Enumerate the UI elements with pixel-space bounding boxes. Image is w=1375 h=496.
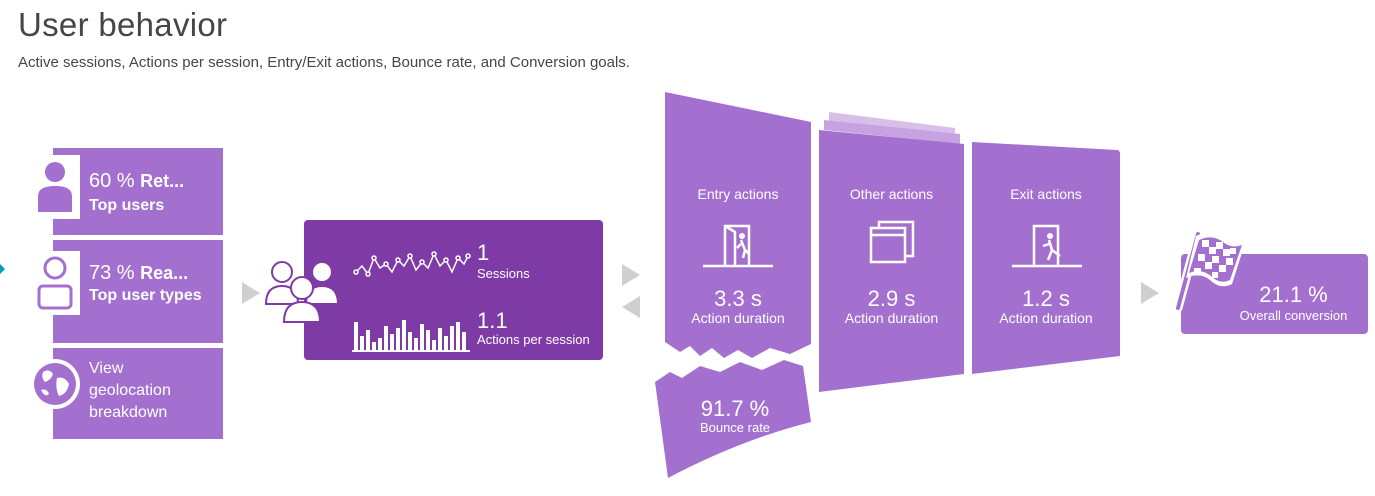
actions-per-session-value: 1.1 xyxy=(477,308,508,333)
globe-icon xyxy=(30,359,80,409)
entry-door-icon xyxy=(703,224,773,268)
page-subtitle: Active sessions, Actions per session, En… xyxy=(18,54,630,71)
actions-bar-chart-icon xyxy=(352,320,470,352)
entry-actions-title: Entry actions xyxy=(697,186,779,202)
bounce-rate-panel[interactable]: 91.7 % Bounce rate xyxy=(660,392,810,442)
users-group-icon xyxy=(264,261,340,323)
exit-actions-value: 1.2 s xyxy=(1022,286,1070,311)
user-type-icon xyxy=(30,251,80,315)
top-users-tile[interactable]: 60 % Ret... Top users xyxy=(30,148,223,235)
top-users-value: 60 % Ret... xyxy=(89,170,185,192)
arrow-right-icon xyxy=(242,282,260,304)
other-actions-panel[interactable]: Other actions 2.9 s Action duration xyxy=(819,180,964,340)
page-title: User behavior xyxy=(18,6,228,43)
other-actions-value: 2.9 s xyxy=(867,286,916,311)
geolocation-tile[interactable]: View geolocation breakdown xyxy=(30,348,223,439)
arrow-right-icon xyxy=(1141,282,1159,304)
overall-conversion-label: Overall conversion xyxy=(1239,308,1348,323)
arrow-left-icon xyxy=(622,296,640,318)
windows-icon xyxy=(869,220,915,264)
expand-indicator xyxy=(0,264,5,274)
entry-actions-panel[interactable]: Entry actions 3.3 s Action duration xyxy=(665,180,811,340)
exit-actions-title: Exit actions xyxy=(1010,186,1082,202)
sessions-panel[interactable]: 1 Sessions 1.1 Actions per session xyxy=(264,220,603,360)
bounce-rate-label: Bounce rate xyxy=(699,420,771,435)
top-users-caption: Top users xyxy=(89,197,165,214)
top-user-types-tile[interactable]: 73 % Rea... Top user types xyxy=(30,240,223,343)
other-actions-label: Action duration xyxy=(844,310,939,326)
top-user-types-value: 73 % Rea... xyxy=(89,262,189,284)
bounce-rate-value: 91.7 % xyxy=(700,396,770,421)
exit-door-icon xyxy=(1012,224,1082,268)
top-user-types-caption: Top user types xyxy=(89,287,202,304)
user-icon xyxy=(30,155,80,219)
arrow-right-icon xyxy=(622,264,640,286)
sessions-value: 1 xyxy=(477,240,490,265)
sessions-sparkline-icon xyxy=(353,251,471,277)
sessions-label: Sessions xyxy=(477,266,530,281)
other-actions-title: Other actions xyxy=(849,186,934,202)
exit-actions-panel[interactable]: Exit actions 1.2 s Action duration xyxy=(972,180,1120,340)
exit-actions-label: Action duration xyxy=(999,310,1093,326)
geolocation-caption: View geolocation breakdown xyxy=(89,360,171,421)
overall-conversion-value: 21.1 % xyxy=(1259,282,1328,307)
entry-actions-value: 3.3 s xyxy=(714,286,762,311)
actions-per-session-label: Actions per session xyxy=(477,332,590,347)
entry-actions-label: Action duration xyxy=(691,310,785,326)
checkered-flag-icon xyxy=(1173,229,1246,312)
